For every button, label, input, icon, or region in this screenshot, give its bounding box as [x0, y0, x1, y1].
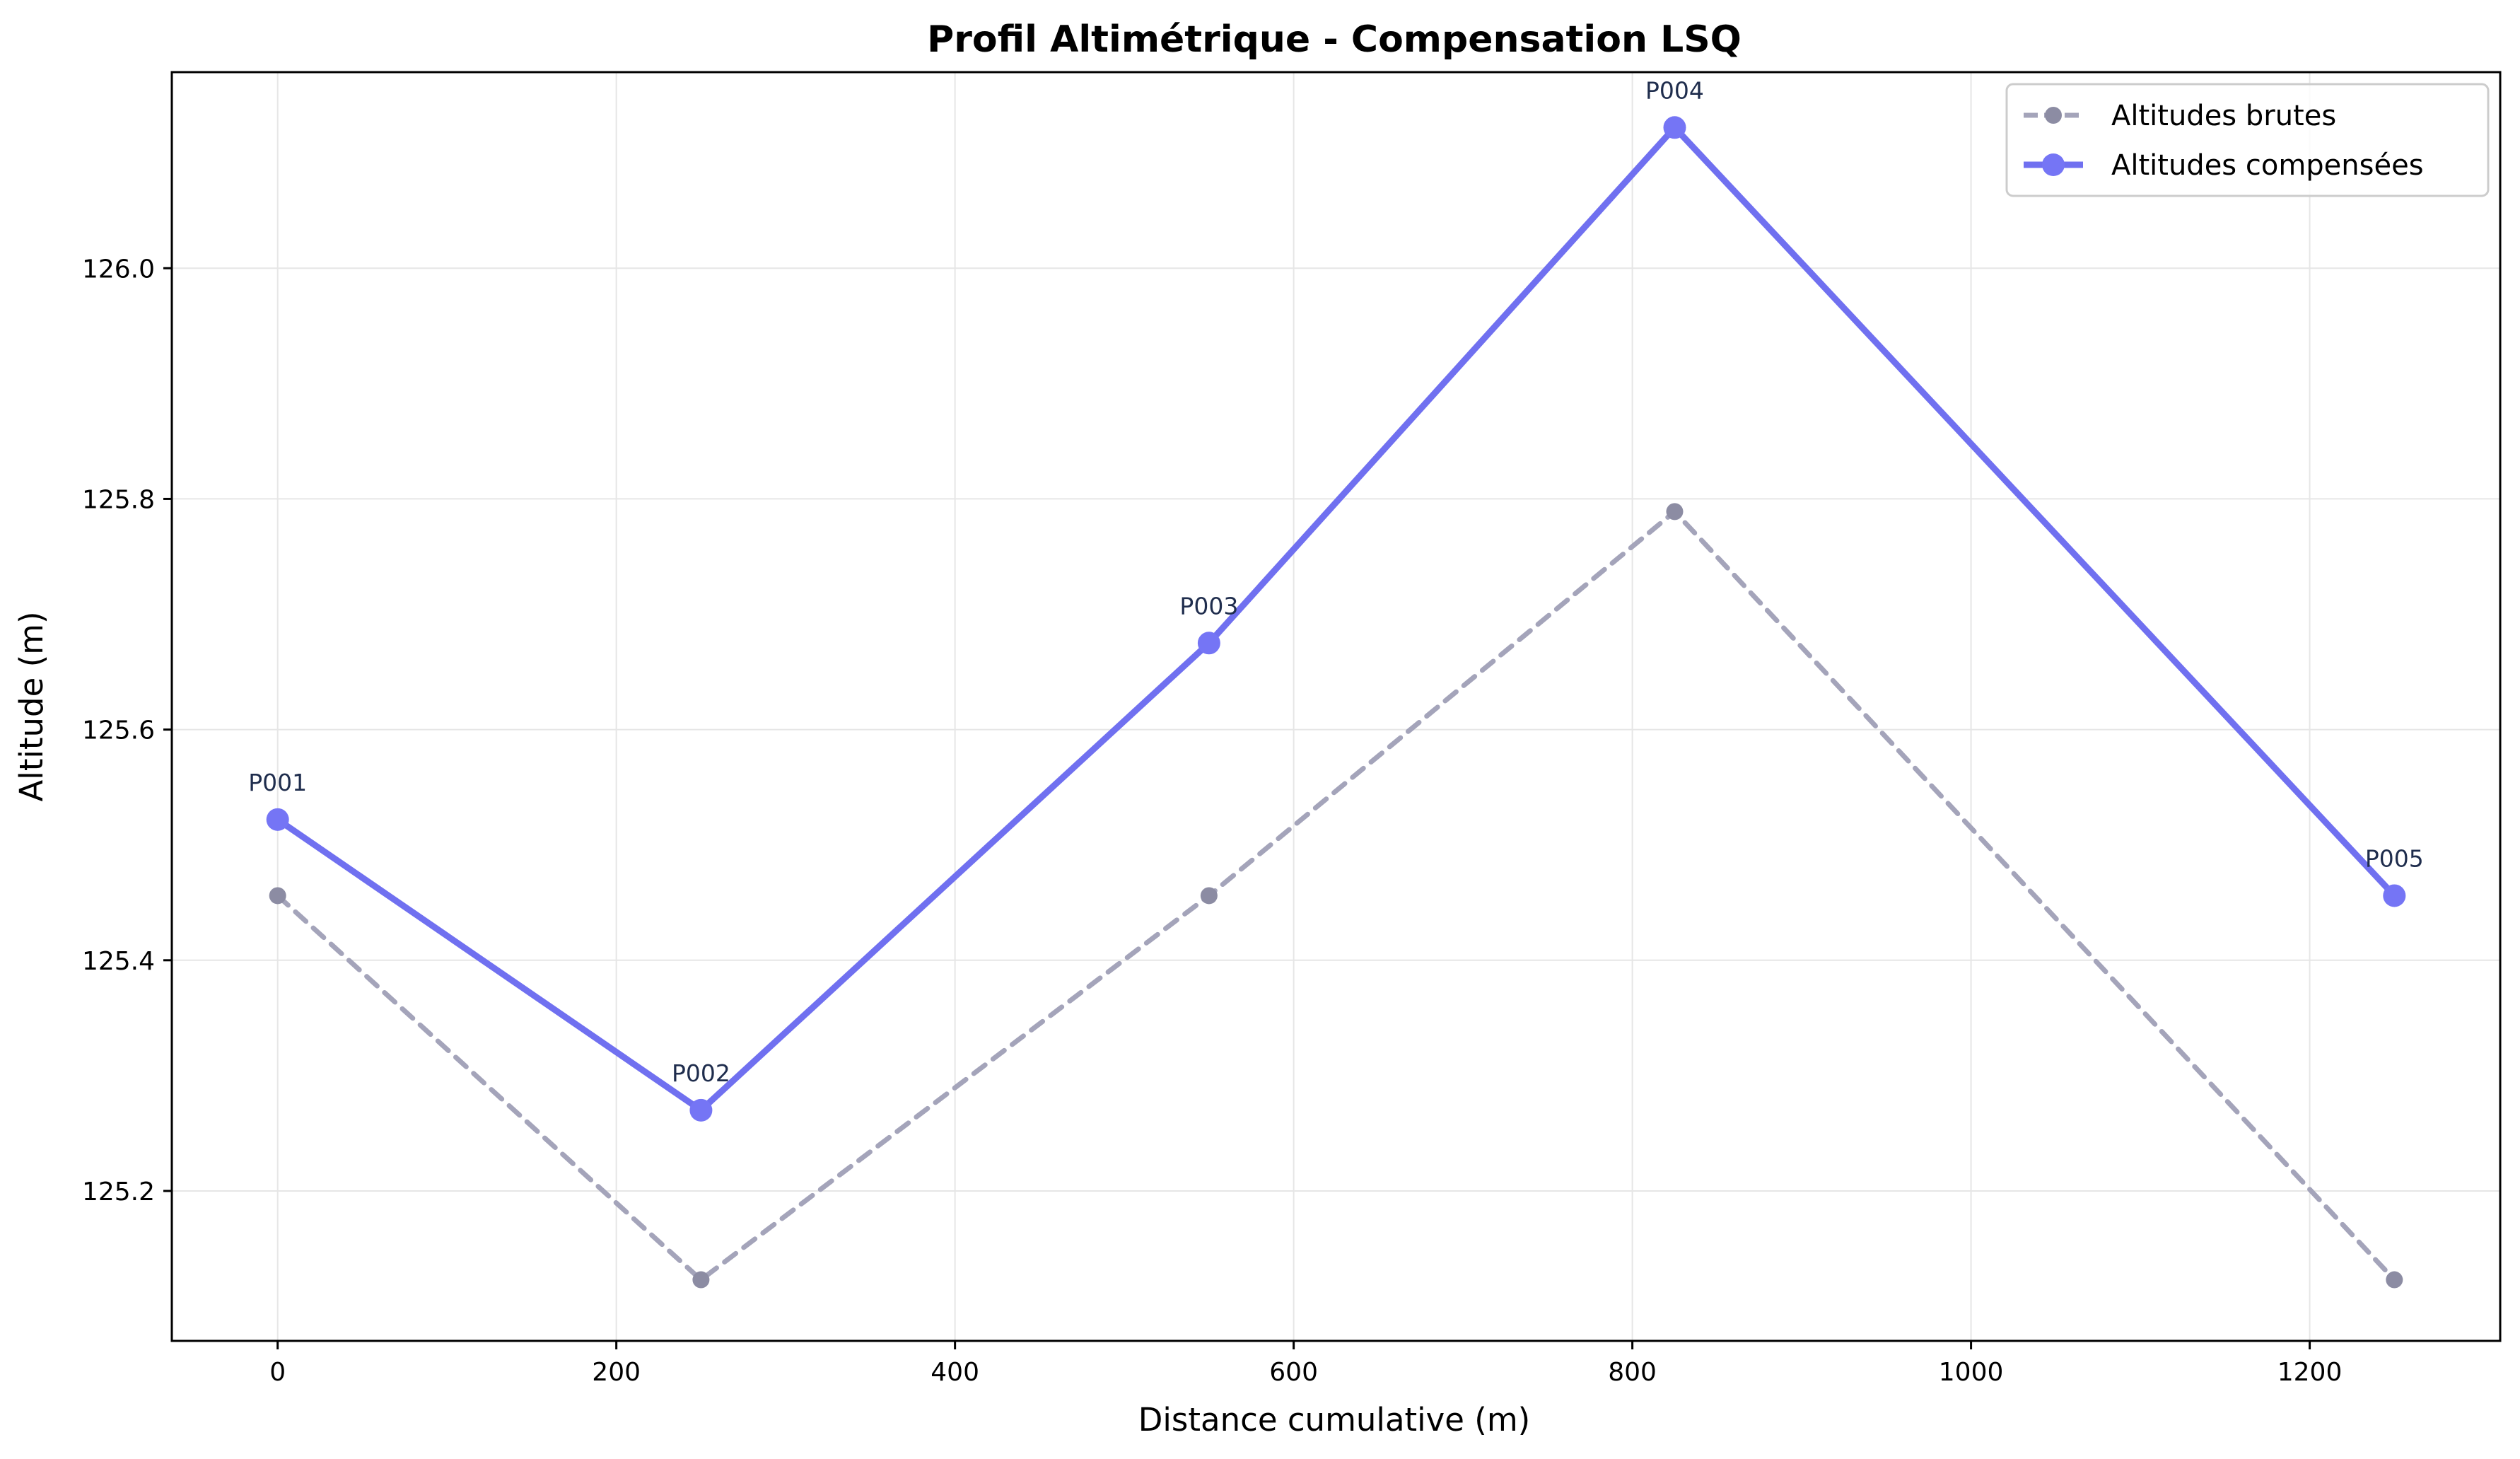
data-point-adjusted [2383, 884, 2406, 907]
x-axis-label: Distance cumulative (m) [1138, 1401, 1530, 1438]
legend-box [2005, 83, 2490, 197]
data-point-adjusted [1197, 632, 1220, 655]
point-label: P002 [672, 1059, 730, 1087]
y-tick-label: 125.2 [82, 1178, 155, 1207]
y-tick-label: 125.8 [82, 485, 155, 514]
legend-label-raw: Altitudes brutes [2111, 100, 2336, 132]
y-tick-label: 126.0 [82, 255, 155, 284]
legend: Altitudes brutes Altitudes compensées [2005, 83, 2490, 197]
y-tick-label: 125.4 [82, 947, 155, 976]
point-label: P001 [248, 769, 307, 796]
x-tick-label: 1000 [1939, 1358, 2004, 1387]
legend-marker-adjusted [2042, 153, 2065, 176]
data-point-adjusted [266, 808, 289, 831]
x-tick-label: 200 [592, 1358, 641, 1387]
data-point-raw [269, 887, 286, 905]
x-tick-label: 800 [1608, 1358, 1657, 1387]
y-axis-label: Altitude (m) [13, 611, 50, 801]
axis-ticks: 0 200 400 600 800 1000 1200 125.2 125.4 125.6 125.… [82, 255, 2342, 1387]
data-point-raw [1666, 503, 1684, 521]
x-tick-label: 0 [269, 1358, 286, 1387]
y-tick-label: 125.6 [82, 716, 155, 745]
x-tick-label: 600 [1269, 1358, 1318, 1387]
data-point-adjusted [1663, 116, 1686, 139]
x-tick-label: 1200 [2277, 1358, 2343, 1387]
legend-label-adjusted: Altitudes compensées [2111, 149, 2424, 182]
point-label: P004 [1645, 76, 1704, 104]
point-label: P005 [2365, 844, 2424, 872]
legend-marker-raw [2045, 107, 2062, 124]
point-label: P003 [1179, 592, 1238, 620]
x-tick-label: 400 [931, 1358, 979, 1387]
data-point-adjusted [689, 1098, 713, 1122]
data-point-raw [1200, 887, 1218, 905]
data-point-raw [2386, 1271, 2403, 1289]
point-labels: P001 P002 P003 P004 P005 [248, 76, 2424, 1087]
data-point-raw [692, 1271, 710, 1289]
chart-title: Profil Altimétrique - Compensation LSQ [927, 18, 1742, 61]
series-layer [266, 116, 2406, 1289]
plot-frame [170, 71, 2502, 1342]
